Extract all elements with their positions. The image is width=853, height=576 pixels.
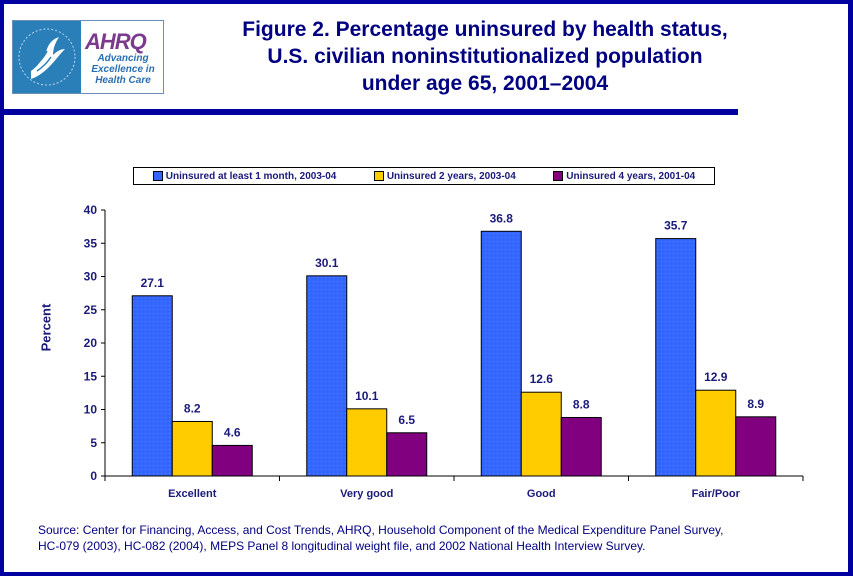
ahrq-tagline: Advancing Excellence in Health Care (85, 53, 161, 86)
y-tick-label: 30 (84, 270, 98, 284)
data-label: 4.6 (224, 425, 241, 439)
source-note: Source: Center for Financing, Access, an… (38, 522, 828, 554)
y-tick-label: 25 (84, 303, 98, 317)
x-tick-label: Excellent (168, 488, 217, 500)
title-line: U.S. civilian noninstitutionalized popul… (267, 45, 703, 68)
y-tick-label: 20 (84, 336, 98, 350)
legend-swatch-series-3 (553, 171, 564, 181)
legend-label: Uninsured 4 years, 2001-04 (566, 170, 696, 182)
legend-label: Uninsured at least 1 month, 2003-04 (165, 170, 337, 182)
data-label: 27.1 (141, 276, 165, 290)
data-label: 8.9 (747, 397, 764, 411)
tagline-line: Excellence in (91, 64, 155, 75)
bar-series-3 (211, 444, 253, 477)
bar-series-3 (386, 432, 428, 477)
source-line: HC-079 (2003), HC-082 (2004), MEPS Panel… (38, 539, 646, 553)
x-tick-label: Very good (340, 488, 393, 500)
data-label: 36.8 (490, 211, 514, 225)
data-label: 12.6 (530, 372, 554, 386)
data-label: 10.1 (355, 389, 379, 403)
source-line: Source: Center for Financing, Access, an… (38, 523, 724, 537)
bar-series-2 (520, 391, 562, 477)
data-label: 30.1 (315, 256, 339, 270)
data-label: 8.2 (184, 401, 201, 415)
bar-series-2 (346, 408, 388, 477)
y-tick-label: 15 (84, 369, 98, 383)
title-line: Figure 2. Percentage uninsured by health… (242, 18, 728, 41)
ahrq-wordmark: AHRQ (85, 29, 147, 54)
bar-series-2 (695, 389, 737, 477)
data-label: 35.7 (664, 219, 688, 233)
bar-series-2 (171, 420, 213, 477)
x-tick-label: Fair/Poor (692, 488, 741, 500)
legend-item: Uninsured 2 years, 2003-04 (373, 170, 516, 182)
legend-swatch-series-1 (152, 171, 163, 181)
y-tick-label: 5 (90, 436, 97, 450)
data-label: 8.8 (573, 397, 590, 411)
legend-item: Uninsured at least 1 month, 2003-04 (152, 170, 337, 182)
bar-series-3 (735, 416, 777, 477)
y-tick-label: 0 (90, 469, 97, 483)
bar-series-1 (306, 275, 348, 477)
ahrq-logo: AHRQ Advancing Excellence in Health Care (12, 20, 164, 94)
legend-label: Uninsured 2 years, 2003-04 (386, 170, 516, 182)
legend-swatch-series-2 (373, 171, 384, 181)
tagline-line: Health Care (95, 75, 151, 86)
y-tick-label: 10 (84, 403, 98, 417)
title-line: under age 65, 2001–2004 (361, 72, 609, 95)
bar-series-1 (480, 230, 522, 477)
y-tick-label: 35 (84, 236, 98, 250)
bar-series-1 (655, 238, 697, 477)
chart-title: Figure 2. Percentage uninsured by health… (200, 16, 770, 97)
hhs-eagle-seal-icon (13, 21, 81, 93)
bar-series-3 (560, 416, 602, 477)
data-label: 6.5 (398, 413, 415, 427)
data-label: 12.9 (704, 370, 728, 384)
bar-series-1 (131, 295, 173, 477)
chart-legend: Uninsured at least 1 month, 2003-04 Unin… (133, 167, 715, 185)
y-tick-label: 40 (84, 203, 98, 217)
tagline-line: Advancing (97, 53, 149, 64)
x-tick-label: Good (527, 488, 556, 500)
legend-item: Uninsured 4 years, 2001-04 (553, 171, 695, 182)
header-rule (0, 109, 738, 115)
